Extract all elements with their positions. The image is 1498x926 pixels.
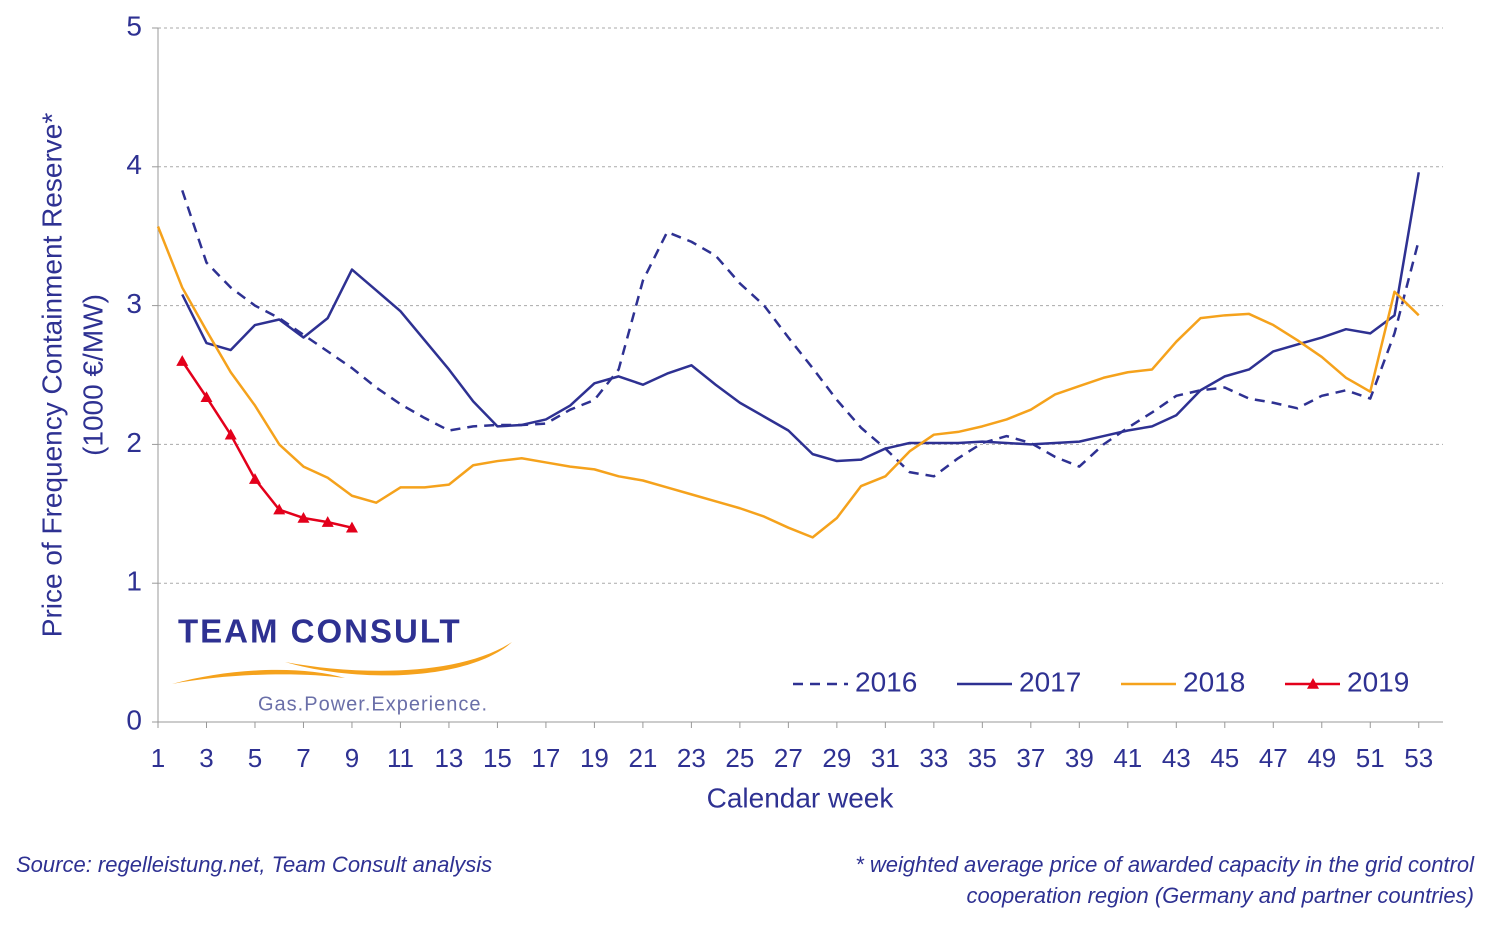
logo: TEAM CONSULT Gas.Power.Experience. <box>172 613 512 715</box>
point-marker <box>224 428 237 440</box>
x-tick-label: 29 <box>822 743 851 773</box>
y-tick-label: 3 <box>126 288 142 319</box>
y-axis-label: (1000 €/MW) <box>77 294 108 456</box>
x-tick-label: 49 <box>1307 743 1336 773</box>
x-tick-label: 35 <box>968 743 997 773</box>
x-axis-label: Calendar week <box>707 782 895 813</box>
x-tick-label: 3 <box>199 743 213 773</box>
footnote: * weighted average price of awarded capa… <box>855 852 1475 877</box>
x-tick-label: 47 <box>1259 743 1288 773</box>
legend-label: 2016 <box>855 666 917 697</box>
x-tick-label: 27 <box>774 743 803 773</box>
point-marker <box>297 511 310 523</box>
x-tick-label: 41 <box>1113 743 1142 773</box>
legend-label: 2017 <box>1019 666 1081 697</box>
x-tick-label: 39 <box>1065 743 1094 773</box>
x-tick-label: 31 <box>871 743 900 773</box>
x-tick-label: 45 <box>1210 743 1239 773</box>
logo-swoosh <box>172 669 345 684</box>
series-line <box>181 189 1420 478</box>
x-tick-label: 11 <box>387 743 414 773</box>
x-tick-label: 53 <box>1404 743 1433 773</box>
x-tick-label: 15 <box>483 743 512 773</box>
y-tick-label: 4 <box>126 149 142 180</box>
y-axis-label: Price of Frequency Containment Reserve* <box>36 113 67 638</box>
point-marker <box>321 516 334 527</box>
x-tick-label: 9 <box>345 743 359 773</box>
x-tick-label: 23 <box>677 743 706 773</box>
logo-text: TEAM CONSULT <box>178 613 462 650</box>
legend-label: 2018 <box>1183 666 1245 697</box>
point-marker <box>273 503 286 515</box>
x-tick-label: 17 <box>531 743 560 773</box>
x-tick-label: 43 <box>1162 743 1191 773</box>
point-marker <box>345 521 358 533</box>
series-line <box>181 172 1420 463</box>
series-line <box>156 226 1420 539</box>
x-tick-label: 37 <box>1016 743 1045 773</box>
x-tick-label: 51 <box>1356 743 1385 773</box>
y-tick-label: 0 <box>126 704 142 735</box>
point-marker <box>248 473 261 484</box>
logo-tagline: Gas.Power.Experience. <box>258 693 488 715</box>
x-tick-label: 19 <box>580 743 609 773</box>
source-note: Source: regelleistung.net, Team Consult … <box>16 852 492 877</box>
x-tick-label: 21 <box>628 743 657 773</box>
x-tick-label: 5 <box>248 743 262 773</box>
series-line <box>181 360 353 529</box>
x-tick-label: 13 <box>434 743 463 773</box>
x-tick-label: 7 <box>296 743 310 773</box>
y-tick-label: 2 <box>126 427 142 458</box>
legend-label: 2019 <box>1347 666 1409 697</box>
y-tick-label: 1 <box>126 566 142 597</box>
legend-marker <box>1307 678 1319 689</box>
x-tick-label: 25 <box>725 743 754 773</box>
x-tick-label: 1 <box>151 743 165 773</box>
y-tick-label: 5 <box>126 10 142 41</box>
point-marker <box>200 391 213 403</box>
x-tick-label: 33 <box>919 743 948 773</box>
footnote: cooperation region (Germany and partner … <box>967 883 1475 908</box>
logo-swoosh <box>285 642 512 676</box>
point-marker <box>176 355 189 366</box>
